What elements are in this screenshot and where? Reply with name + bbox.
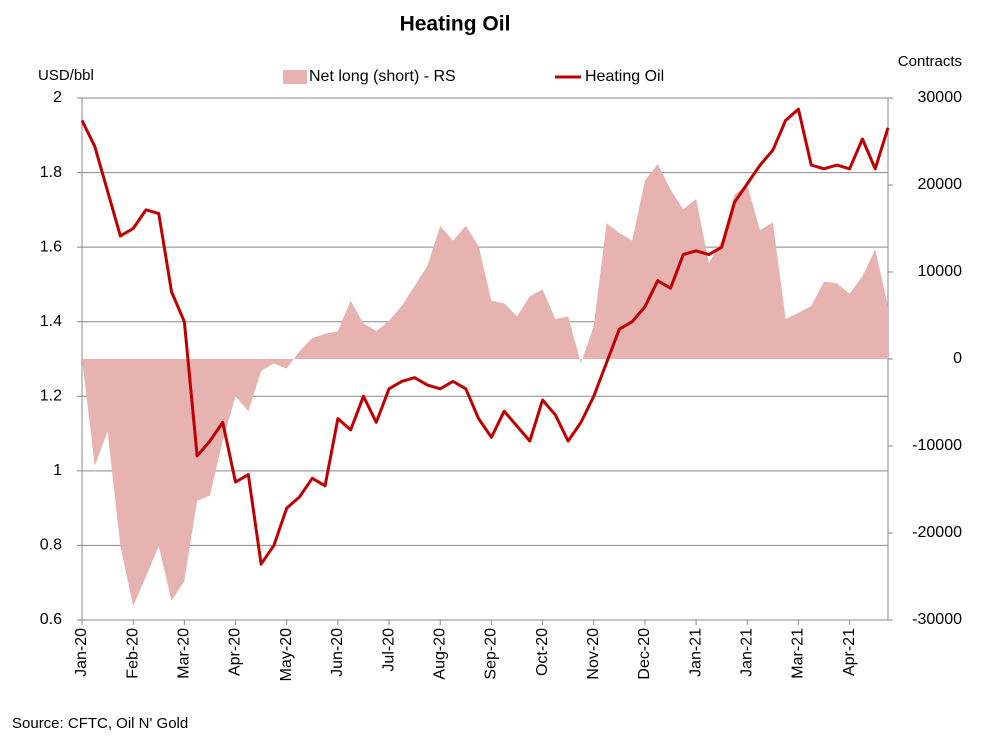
y-tick-label: 0.6 — [40, 611, 62, 628]
y-tick-label: 0.8 — [40, 537, 62, 554]
y-tick-label: 1.4 — [40, 313, 62, 330]
legend-swatch — [283, 70, 307, 84]
x-tick-label: May-20 — [278, 628, 295, 681]
chart-title: Heating Oil — [400, 13, 511, 36]
x-tick-label: Jan-21 — [738, 628, 755, 677]
y2-axis-label: Contracts — [898, 53, 962, 70]
y2-tick-label: -20000 — [912, 524, 962, 541]
y-tick-label: 1.2 — [40, 388, 62, 405]
y2-tick-label: 0 — [953, 350, 962, 367]
y2-tick-label: 20000 — [918, 176, 963, 193]
y2-tick-label: -30000 — [912, 611, 962, 628]
x-tick-label: Jun-20 — [329, 628, 346, 677]
y-tick-label: 1.8 — [40, 164, 62, 181]
x-tick-label: Apr-21 — [841, 628, 858, 676]
line-series — [80, 107, 890, 566]
x-tick-label: Dec-20 — [636, 628, 653, 680]
y-tick-label: 2 — [53, 89, 62, 106]
y2-tick-label: -10000 — [912, 437, 962, 454]
legend-label: Heating Oil — [585, 68, 664, 85]
y-tick-label: 1.6 — [40, 238, 62, 255]
y2-tick-label: 10000 — [918, 263, 963, 280]
x-tick-label: Mar-20 — [176, 628, 193, 679]
source-note: Source: CFTC, Oil N' Gold — [12, 715, 188, 732]
y-tick-label: 1 — [53, 462, 62, 479]
x-tick-label: Jul-20 — [380, 628, 397, 672]
x-tick-label: Nov-20 — [585, 628, 602, 680]
x-tick-label: Oct-20 — [534, 628, 551, 676]
x-tick-label: Apr-20 — [227, 628, 244, 676]
x-tick-label: Feb-20 — [124, 628, 141, 679]
x-tick-label: Jan-20 — [73, 628, 90, 677]
y2-tick-label: 30000 — [918, 89, 963, 106]
x-tick-label: Mar-21 — [790, 628, 807, 679]
legend-label: Net long (short) - RS — [309, 68, 456, 85]
x-tick-label: Jan-21 — [687, 628, 704, 677]
x-tick-label: Aug-20 — [431, 628, 448, 680]
x-tick-label: Sep-20 — [483, 628, 500, 680]
area-series — [82, 164, 888, 607]
y-axis-label: USD/bbl — [38, 67, 94, 84]
